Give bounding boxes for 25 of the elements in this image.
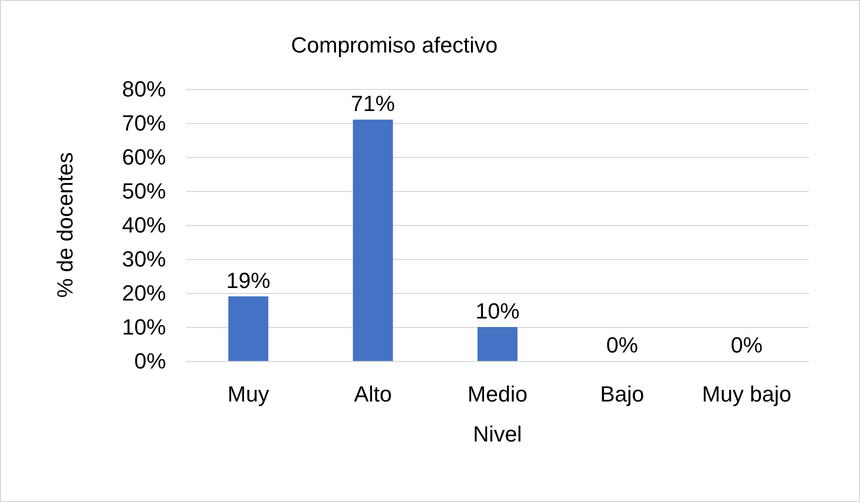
chart-title: Compromiso afectivo — [291, 32, 498, 58]
x-tick-label: Muy — [228, 382, 270, 406]
y-tick-label: 70% — [122, 110, 166, 136]
y-tick-label: 80% — [122, 76, 166, 102]
y-tick-label: 0% — [134, 348, 166, 374]
y-tick-label: 50% — [122, 178, 166, 204]
y-tick-label: 20% — [122, 280, 166, 306]
y-tick-label: 40% — [122, 212, 166, 238]
data-label: 19% — [226, 268, 270, 293]
x-tick-label: Medio — [468, 382, 528, 406]
y-tick-label: 30% — [122, 246, 166, 272]
y-tick-label: 60% — [122, 144, 166, 170]
y-axis-title: % de docentes — [52, 152, 78, 298]
x-tick-label: Bajo — [600, 382, 644, 406]
x-tick-label: Alto — [354, 382, 392, 406]
x-tick-label: Muy bajo — [702, 382, 792, 406]
bar — [228, 296, 268, 361]
data-label: 10% — [475, 298, 520, 324]
y-tick-label: 10% — [122, 314, 166, 340]
bar — [352, 120, 393, 361]
bar — [478, 327, 518, 361]
data-label: 71% — [350, 91, 395, 116]
data-label: 0% — [730, 332, 763, 358]
data-label: 0% — [606, 332, 638, 358]
x-axis-title: Nivel — [473, 422, 522, 446]
